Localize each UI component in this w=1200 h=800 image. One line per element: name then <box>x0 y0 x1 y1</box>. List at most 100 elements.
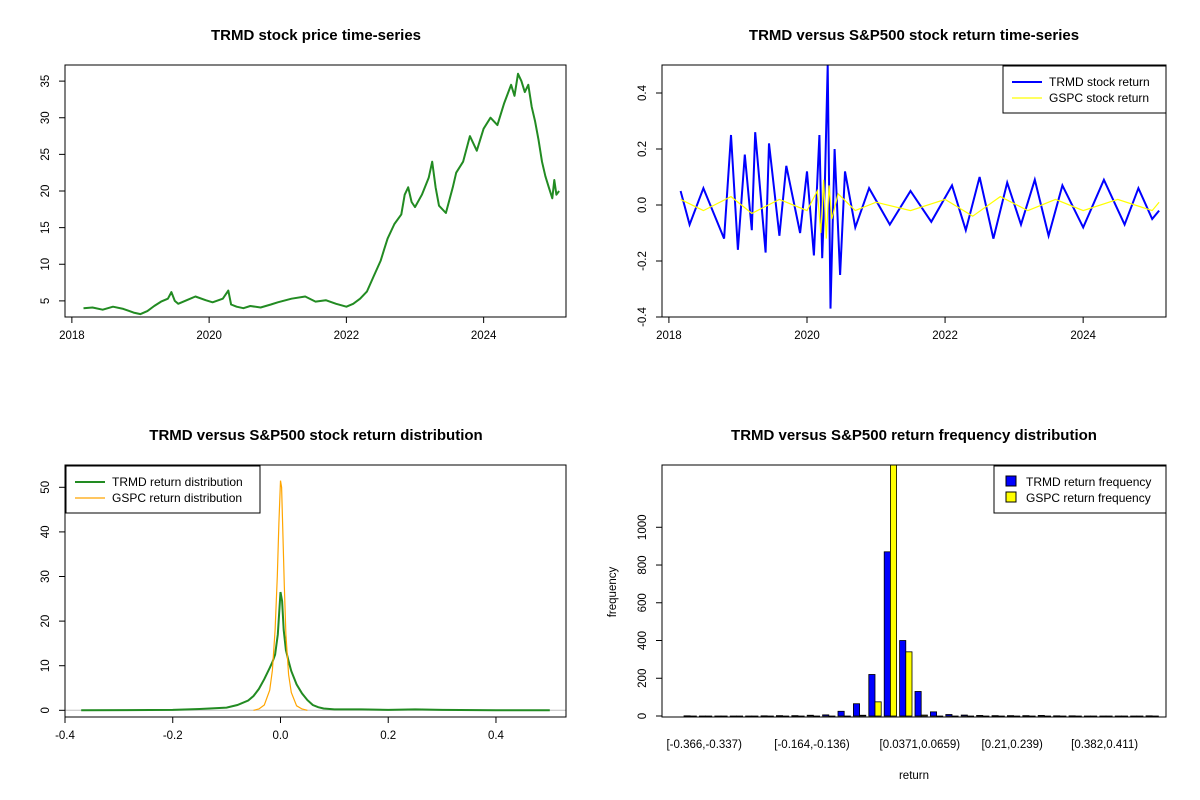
y-tick-label: 0 <box>637 713 649 719</box>
y-tick-label: 600 <box>637 593 649 612</box>
trmd-frequency-bar <box>1022 715 1030 717</box>
trmd-frequency-bar <box>930 711 938 717</box>
histogram-legend-box <box>993 465 1167 514</box>
panel-density: TRMD versus S&P500 stock return distribu… <box>40 427 567 742</box>
trmd-frequency-bar <box>960 714 968 717</box>
y-tick-label: 1000 <box>637 514 649 540</box>
panel-histogram: TRMD versus S&P500 return frequency dist… <box>607 427 1167 782</box>
y-tick-label: 35 <box>40 75 52 88</box>
x-tick-label: -0.2 <box>163 730 183 742</box>
category-tick-label: [-0.164,-0.136) <box>774 739 850 751</box>
x-tick-label: 0.0 <box>272 730 288 742</box>
y-tick-label: -0.2 <box>637 251 649 271</box>
category-tick-label: [0.0371,0.0659) <box>880 739 961 751</box>
gspc-frequency-bar <box>905 651 913 717</box>
y-tick-label: 20 <box>40 185 52 198</box>
histogram-plot-frame <box>661 464 1167 718</box>
trmd-frequency-bar <box>776 715 784 717</box>
trmd-frequency-bar <box>991 715 999 717</box>
gspc-density-curve <box>253 480 308 711</box>
density-legend-box <box>65 465 261 514</box>
trmd-frequency-bar <box>806 714 814 717</box>
returns-ts-legend-box <box>1002 65 1167 114</box>
y-tick-label: 15 <box>40 221 52 234</box>
y-tick-label: 10 <box>40 258 52 271</box>
gspc-frequency-bar <box>890 464 898 717</box>
y-tick-label: 400 <box>637 631 649 650</box>
legend-trmd-frequency-swatch <box>1005 475 1017 487</box>
trmd-frequency-bar <box>868 674 876 717</box>
gspc-return-series-line <box>680 179 1160 239</box>
density-tick-layer: -0.4 -0.2 0.0 0.2 0.4 0 10 20 30 40 50 <box>40 481 505 742</box>
trmd-frequency-bar <box>1037 715 1045 717</box>
gspc-frequency-bar <box>920 714 928 717</box>
y-tick-label: 20 <box>40 615 52 628</box>
category-tick-label: [0.382,0.411) <box>1071 739 1138 751</box>
legend-trmd-return-label: TRMD stock return <box>1049 75 1150 89</box>
trmd-frequency-bar <box>853 703 861 717</box>
returns-ts-tick-layer: 2018 2020 2022 2024 -0.4 -0.2 0.0 0.2 0.4 <box>637 84 1097 342</box>
y-tick-label: 10 <box>40 659 52 672</box>
density-plot-layer <box>65 480 566 712</box>
legend-gspc-frequency-label: GSPC return frequency <box>1026 491 1151 505</box>
y-tick-label: 30 <box>40 570 52 583</box>
y-tick-label: 5 <box>40 298 52 304</box>
trmd-frequency-bar <box>683 715 691 717</box>
returns-ts-chart-title: TRMD versus S&P500 stock return time-ser… <box>749 27 1079 44</box>
panel-returns-ts: TRMD versus S&P500 stock return time-ser… <box>637 27 1167 342</box>
returns-ts-legend: TRMD stock return GSPC stock return <box>1002 65 1167 114</box>
y-tick-label: -0.4 <box>637 306 649 326</box>
trmd-frequency-bar <box>791 715 799 717</box>
trmd-frequency-bar <box>976 715 984 717</box>
x-tick-label: 2022 <box>932 330 958 342</box>
y-tick-label: 50 <box>40 481 52 494</box>
category-tick-label: [-0.366,-0.337) <box>666 739 742 751</box>
trmd-density-curve <box>81 591 550 712</box>
price-plot-frame <box>64 64 567 318</box>
legend-gspc-return-label: GSPC stock return <box>1049 91 1149 105</box>
x-tick-label: 2018 <box>59 330 85 342</box>
price-chart-title: TRMD stock price time-series <box>211 27 421 44</box>
trmd-frequency-bar <box>883 551 891 717</box>
y-tick-label: 40 <box>40 526 52 539</box>
legend-gspc-frequency-swatch <box>1005 491 1017 503</box>
legend-trmd-density-label: TRMD return distribution <box>112 475 243 489</box>
x-tick-label: 0.2 <box>380 730 396 742</box>
legend-trmd-frequency-label: TRMD return frequency <box>1026 475 1151 489</box>
price-series-line <box>83 72 560 316</box>
y-tick-label: 200 <box>637 669 649 688</box>
y-tick-label: 0.2 <box>637 141 649 157</box>
y-tick-label: 800 <box>637 555 649 574</box>
x-tick-label: 2024 <box>1070 330 1096 342</box>
y-tick-label: 0.4 <box>637 84 649 101</box>
x-tick-label: -0.4 <box>55 730 75 742</box>
panel-price: TRMD stock price time-series 2018 2020 202… <box>40 27 567 342</box>
histogram-y-axis-title: frequency <box>607 567 619 618</box>
gspc-frequency-bar <box>859 714 867 717</box>
trmd-frequency-bar <box>822 714 830 717</box>
price-plot-layer <box>83 72 560 316</box>
y-tick-label: 0.0 <box>637 197 649 213</box>
x-tick-label: 2024 <box>471 330 497 342</box>
x-tick-label: 0.4 <box>488 730 505 742</box>
category-tick-label: [0.21,0.239) <box>982 739 1044 751</box>
y-tick-label: 30 <box>40 111 52 124</box>
returns-ts-plot-layer <box>679 64 1160 309</box>
density-plot-frame <box>64 464 567 718</box>
trmd-frequency-bar <box>760 715 768 717</box>
trmd-frequency-bar <box>1007 715 1015 717</box>
histogram-chart-title: TRMD versus S&P500 return frequency dist… <box>731 427 1097 444</box>
trmd-frequency-bar <box>914 691 922 717</box>
x-tick-label: 2018 <box>656 330 682 342</box>
trmd-frequency-bar <box>1145 715 1153 717</box>
histogram-legend: TRMD return frequency GSPC return freque… <box>993 465 1167 514</box>
x-tick-label: 2020 <box>196 330 222 342</box>
histogram-tick-layer: 0 200 400 600 800 1000 [-0.366,-0.337) [-0.164,… <box>637 514 1138 751</box>
histogram-x-axis-title: return <box>899 770 929 782</box>
gspc-frequency-bar <box>874 701 882 717</box>
returns-ts-plot-frame <box>661 64 1167 318</box>
density-chart-title: TRMD versus S&P500 stock return distribu… <box>149 427 482 444</box>
x-tick-label: 2022 <box>334 330 360 342</box>
y-tick-label: 25 <box>40 148 52 161</box>
